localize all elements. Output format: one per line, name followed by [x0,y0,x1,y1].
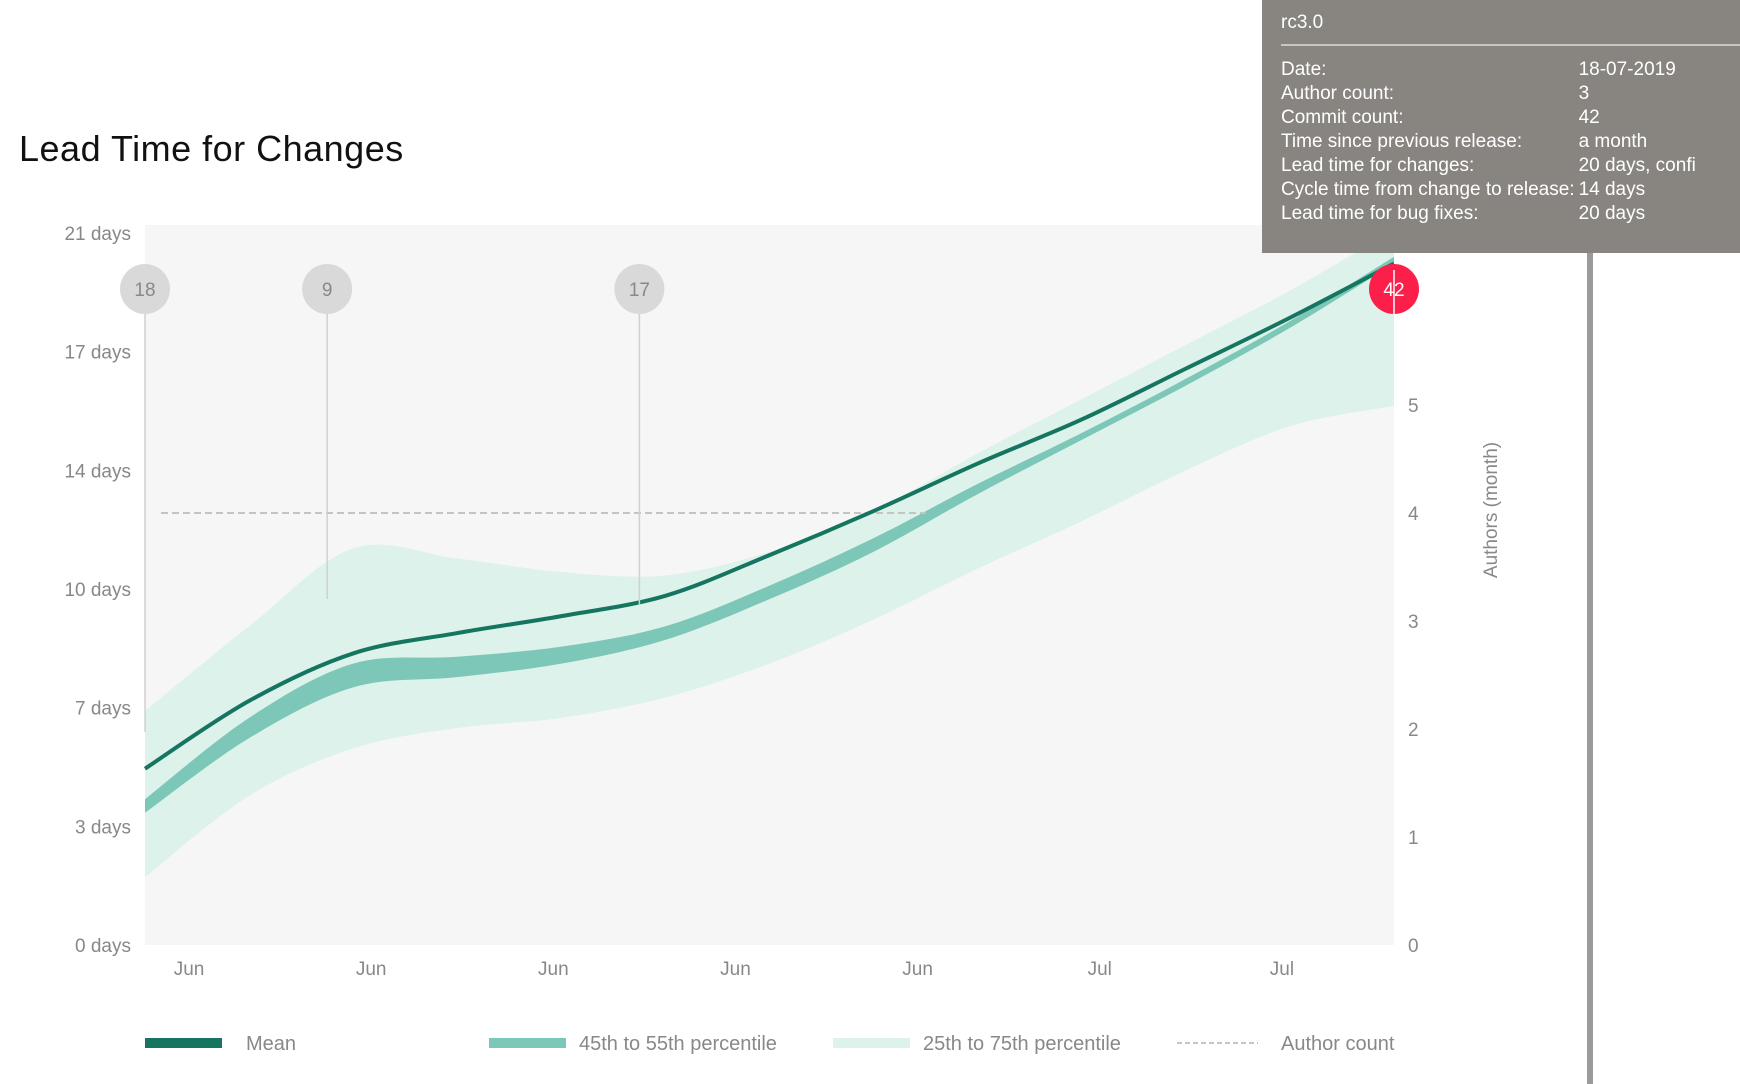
y-right-tick-label: 4 [1408,504,1419,525]
release-marker-circle [614,264,665,314]
y-tick-label: 0 days [75,936,131,957]
tooltip-row: Author count: 3 [1281,82,1696,106]
tooltip-value: 20 days [1578,203,1646,224]
legend-label: Author count [1281,1033,1395,1055]
legend-swatch [833,1038,910,1048]
release-marker-circle [120,264,170,314]
band-45-55-percentile [145,256,1394,813]
tooltip-value: 42 [1578,107,1600,128]
x-tick-label: Jun [356,959,387,980]
legend-label: 45th to 55th percentile [579,1033,777,1055]
mean-line [143,261,1395,771]
tooltip-value: 20 days, confi [1578,155,1696,176]
tooltip-row: Date: 18-07-2019 [1281,58,1696,82]
tooltip-table: Date: 18-07-2019 Author count: 3 Commit coun… [1281,58,1696,226]
release-marker[interactable]: 42 [1369,264,1419,314]
y-right-tick-label: 3 [1408,612,1419,633]
x-tick-label: Jul [1088,959,1112,980]
y-tick-label: 14 days [64,461,131,482]
y-axis-right: 0 1 2 3 4 5 [1408,396,1419,957]
x-tick-label: Jun [902,959,933,980]
tooltip-row: Lead time for bug fixes: 20 days [1281,202,1696,226]
tooltip-key: Lead time for bug fixes: [1281,203,1479,224]
legend-item[interactable]: Author count [1177,1033,1395,1055]
tooltip-key: Time since previous release: [1281,131,1523,152]
tooltip-key: Cycle time from change to release: [1281,179,1575,200]
tooltip-row: Cycle time from change to release: 14 day… [1281,178,1696,202]
y-right-tick-label: 2 [1408,720,1419,741]
release-markers: 18 9 17 42 [120,264,1419,732]
y-right-tick-label: 0 [1408,936,1419,957]
legend: Mean 45th to 55th percentile 25th to 75th … [145,1033,1395,1055]
hover-cursor-line [1587,253,1593,1084]
tooltip-key: Lead time for changes: [1281,155,1475,176]
legend-swatch [489,1038,566,1048]
release-marker[interactable]: 18 [120,264,170,732]
legend-item[interactable]: Mean [145,1033,296,1055]
legend-item[interactable]: 45th to 55th percentile [489,1033,777,1055]
release-marker[interactable]: 9 [302,264,353,599]
release-commit-count: 18 [134,280,155,301]
y-axis-right-label: Authors (month) [1481,442,1502,578]
x-tick-label: Jun [174,959,205,980]
y-tick-label: 21 days [64,224,131,245]
legend-label: 25th to 75th percentile [923,1033,1121,1055]
x-axis: Jun Jun Jun Jun Jun Jul Jul [174,959,1294,980]
y-tick-label: 7 days [75,699,131,720]
y-tick-label: 17 days [64,343,131,364]
y-axis-left: 0 days 3 days 7 days 10 days 14 days 17 days 2… [64,224,131,957]
y-tick-label: 3 days [75,817,131,838]
y-right-tick-label: 1 [1408,828,1419,849]
y-right-tick-label: 5 [1408,396,1419,417]
release-commit-count: 9 [322,280,333,301]
release-commit-count: 17 [629,280,650,301]
lines-layer [143,261,1395,771]
tooltip-value: 18-07-2019 [1578,59,1676,80]
x-tick-label: Jun [720,959,751,980]
tooltip-value: a month [1578,131,1648,152]
tooltip-key: Date: [1281,59,1327,80]
x-tick-label: Jun [538,959,569,980]
chart-title: Lead Time for Changes [19,128,404,169]
tooltip-value: 14 days [1578,179,1646,200]
y-tick-label: 10 days [64,580,131,601]
tooltip-row: Lead time for changes: 20 days, confi [1281,154,1696,178]
legend-swatch [145,1038,222,1048]
x-tick-label: Jul [1270,959,1294,980]
tooltip-key: Commit count: [1281,107,1404,128]
tooltip-value: 3 [1578,83,1590,104]
tooltip-key: Author count: [1281,83,1395,104]
tooltip-row: Commit count: 42 [1281,106,1696,130]
release-marker[interactable]: 17 [614,264,665,605]
tooltip-title: rc3.0 [1281,12,1740,46]
tooltip-row: Time since previous release: a month [1281,130,1696,154]
legend-label: Mean [246,1033,296,1055]
release-tooltip: rc3.0 Date: 18-07-2019 Author count: 3 Commi… [1262,0,1740,253]
legend-item[interactable]: 25th to 75th percentile [833,1033,1121,1055]
release-marker-circle [302,264,353,314]
